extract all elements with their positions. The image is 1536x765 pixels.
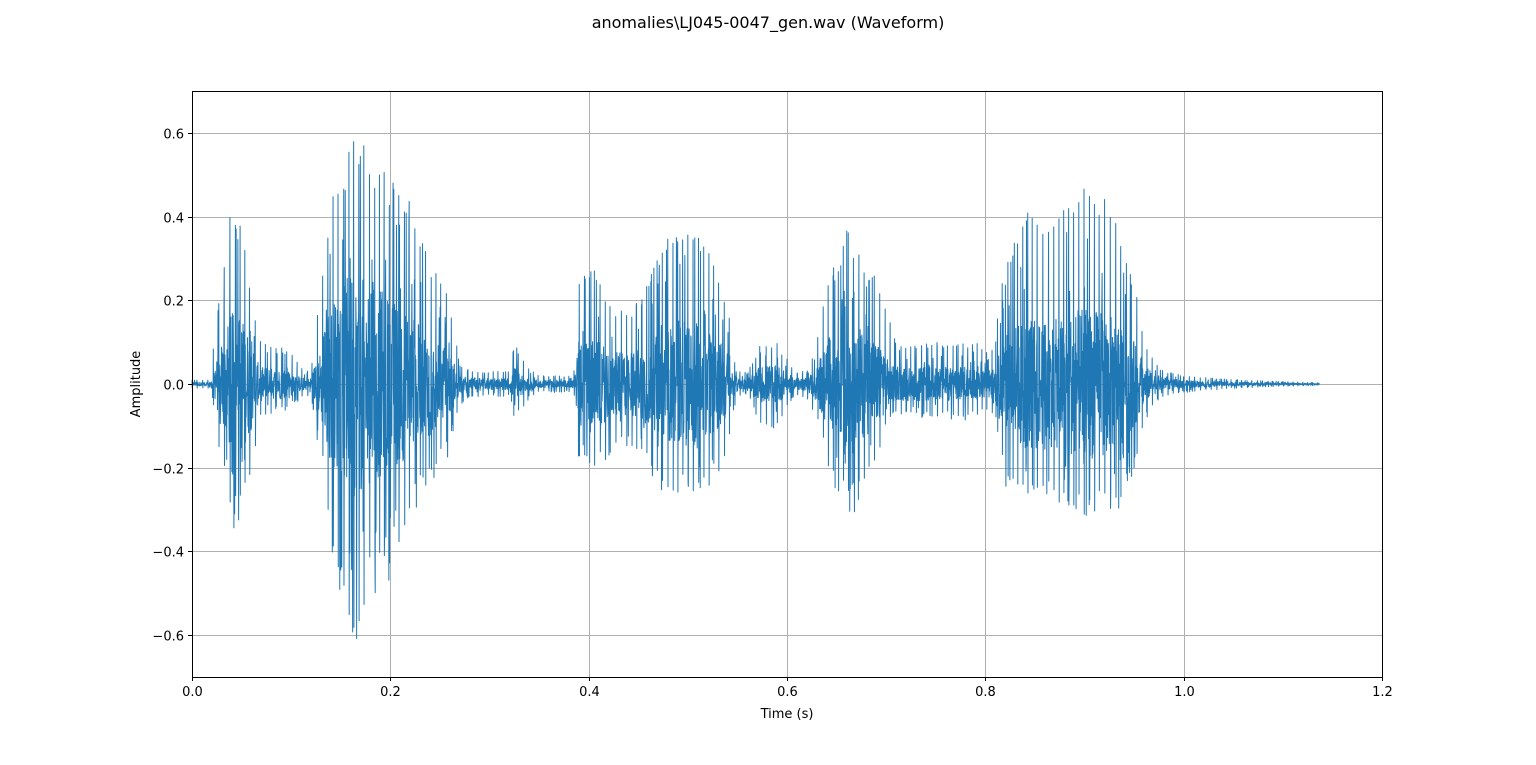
- x-axis: 0.0 0.2 0.4 0.6 0.8 1.0 1.2: [182, 677, 1393, 700]
- y-axis: −0.6 −0.4 −0.2 0.0 0.2 0.4 0.6: [152, 128, 192, 645]
- waveform-line: [191, 141, 1320, 640]
- y-tick-label: 0.6: [163, 128, 184, 143]
- waveform-series: [191, 141, 1320, 640]
- y-axis-label: Amplitude: [129, 351, 144, 418]
- chart-title: anomalies\LJ045-0047_gen.wav (Waveform): [592, 13, 945, 33]
- x-tick-label: 0.0: [182, 685, 203, 700]
- x-tick-label: 1.2: [1372, 685, 1393, 700]
- x-tick-label: 0.6: [777, 685, 798, 700]
- x-tick-label: 0.4: [579, 685, 600, 700]
- x-tick-label: 1.0: [1174, 685, 1195, 700]
- x-axis-label: Time (s): [760, 707, 814, 722]
- y-tick-label: 0.4: [163, 212, 184, 227]
- y-tick-label: 0.0: [163, 379, 184, 394]
- x-tick-label: 0.2: [380, 685, 401, 700]
- y-tick-label: −0.6: [152, 630, 184, 645]
- y-tick-label: −0.4: [152, 546, 184, 561]
- x-tick-label: 0.8: [975, 685, 996, 700]
- y-tick-label: 0.2: [163, 295, 184, 310]
- y-tick-label: −0.2: [152, 463, 184, 478]
